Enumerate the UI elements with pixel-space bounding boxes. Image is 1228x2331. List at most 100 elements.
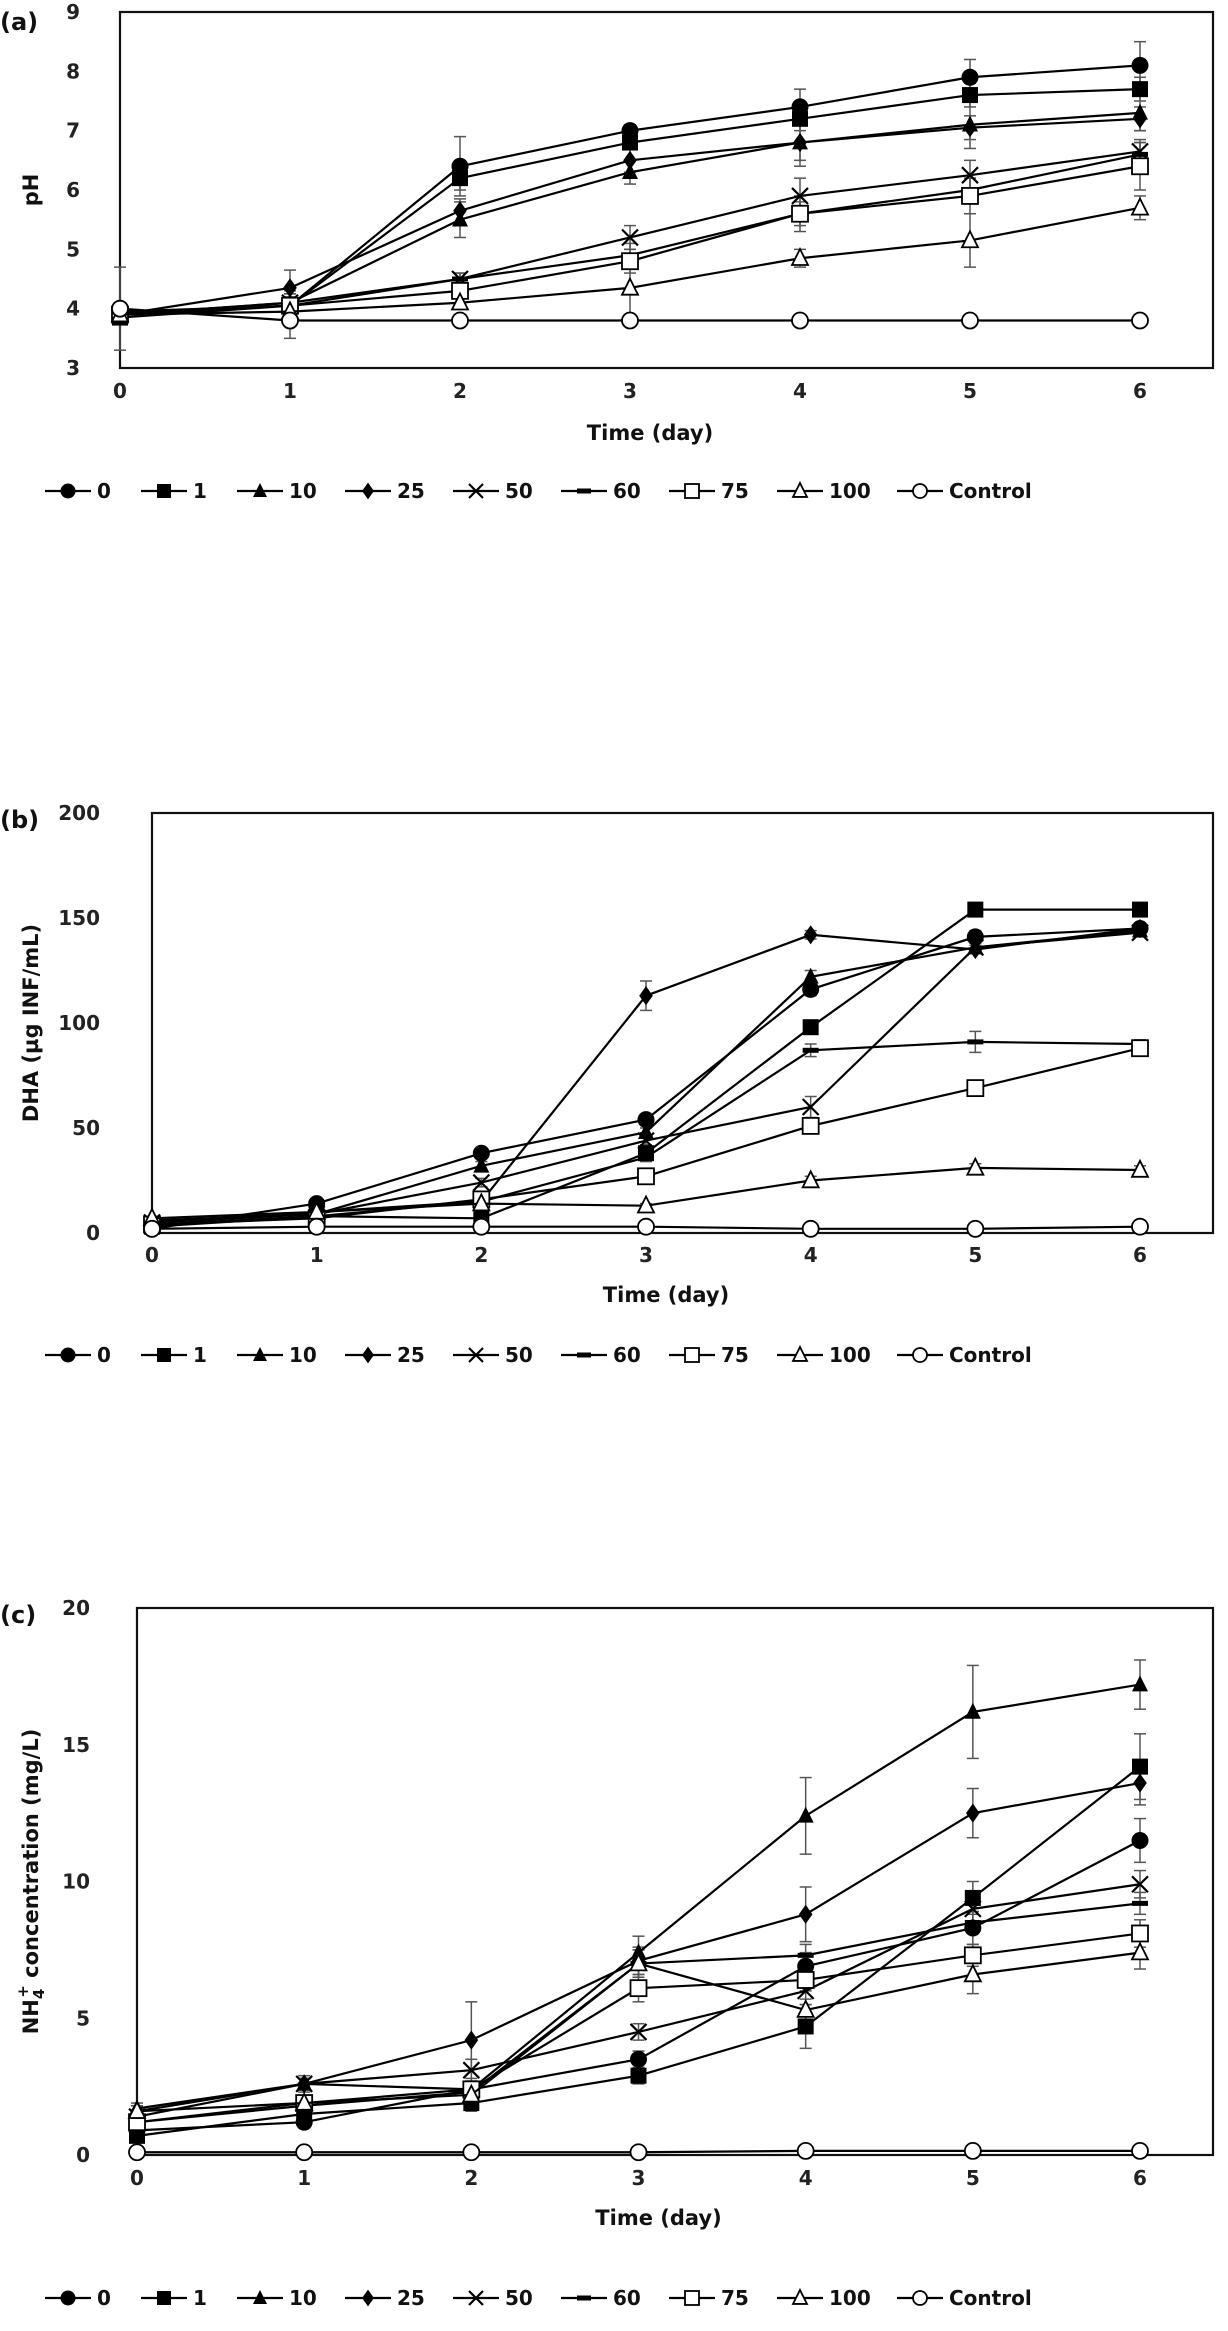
x-axis-label: Time (day) <box>603 1283 729 1307</box>
data-point <box>1133 109 1147 129</box>
data-point <box>798 1904 813 1924</box>
data-point <box>964 1702 981 1719</box>
legend-item: 60 <box>561 2286 641 2310</box>
legend-item: 100 <box>777 1343 871 1367</box>
legend-marker <box>577 488 591 494</box>
series-0 <box>143 920 1149 1238</box>
x-tick-label: 2 <box>453 379 467 403</box>
data-point <box>964 1900 982 1918</box>
legend-item: 10 <box>237 1343 317 1367</box>
legend-label: 0 <box>97 2286 111 2310</box>
data-point <box>1131 311 1149 330</box>
legend-marker <box>253 1346 267 1361</box>
data-point <box>967 1039 984 1045</box>
legend-marker <box>912 1347 928 1363</box>
data-point <box>1132 901 1148 918</box>
legend-marker <box>684 1347 700 1363</box>
legend-marker <box>60 2290 76 2306</box>
panel-label: (b) <box>0 806 39 834</box>
data-point <box>791 311 809 330</box>
legend-item: 75 <box>669 479 749 503</box>
legend-item: 75 <box>669 1343 749 1367</box>
y-tick-label: 0 <box>86 1221 100 1245</box>
legend: 0 1 10 25 50 60 75 100 Control <box>45 2286 1032 2310</box>
x-tick-label: 6 <box>1133 1243 1147 1267</box>
data-point <box>963 1963 983 1983</box>
legend-item: 1 <box>141 2286 207 2310</box>
legend-marker <box>157 484 171 498</box>
legend-label: Control <box>949 1343 1032 1367</box>
series-0 <box>128 1831 1149 2139</box>
x-tick-label: 2 <box>464 2166 478 2190</box>
legend-marker <box>362 1346 374 1364</box>
legend-label: 10 <box>289 2286 317 2310</box>
data-point <box>621 311 639 330</box>
legend-label: 1 <box>193 1343 207 1367</box>
legend-label: 60 <box>613 2286 641 2310</box>
x-tick-label: 1 <box>310 1243 324 1267</box>
data-point <box>453 201 467 221</box>
series-100 <box>127 1941 1150 2119</box>
y-tick-label: 50 <box>72 1116 100 1140</box>
data-point <box>621 228 639 247</box>
legend-label: Control <box>949 479 1032 503</box>
data-point <box>1131 1875 1149 1894</box>
data-point <box>462 2061 481 2079</box>
legend-marker <box>362 2289 374 2307</box>
data-point <box>127 2100 147 2119</box>
data-point <box>461 2083 481 2103</box>
legend-label: 0 <box>97 479 111 503</box>
data-point <box>793 132 807 153</box>
plot-frame <box>118 10 1215 370</box>
data-point <box>1131 2141 1149 2160</box>
data-point <box>796 1971 815 1989</box>
y-tick-label: 9 <box>66 0 80 24</box>
panel-label: (c) <box>0 1601 36 1629</box>
legend-item: 1 <box>141 479 207 503</box>
data-point <box>1131 157 1149 176</box>
data-point <box>797 1806 814 1823</box>
x-tick-label: 0 <box>145 1243 159 1267</box>
legend-marker <box>577 2295 591 2301</box>
legend-label: 60 <box>613 479 641 503</box>
legend-label: 75 <box>721 1343 749 1367</box>
legend-marker <box>791 1344 809 1362</box>
y-tick-label: 3 <box>66 356 80 380</box>
legend-label: 100 <box>829 479 871 503</box>
legend-marker <box>362 482 374 500</box>
data-point <box>1132 1758 1148 1775</box>
y-tick-label: 20 <box>62 1596 90 1620</box>
data-point <box>128 2143 146 2162</box>
data-point <box>638 1123 654 1139</box>
data-point <box>797 2018 814 2035</box>
legend-marker <box>253 2289 267 2304</box>
data-point <box>622 134 638 151</box>
data-point <box>307 1217 326 1236</box>
data-point <box>1132 1675 1148 1692</box>
legend-label: 50 <box>505 1343 533 1367</box>
data-point <box>281 311 299 330</box>
data-point <box>801 1117 820 1135</box>
legend-item: 100 <box>777 479 871 503</box>
legend-marker <box>684 2290 700 2306</box>
data-point <box>294 2091 314 2111</box>
data-point <box>801 1219 820 1238</box>
data-point <box>966 1219 985 1238</box>
data-point <box>464 2030 479 2050</box>
data-point <box>295 2143 314 2162</box>
data-point <box>803 925 818 945</box>
legend-label: 10 <box>289 479 317 503</box>
data-point <box>966 938 985 957</box>
legend-marker <box>157 2291 171 2305</box>
x-axis-label: Time (day) <box>595 2206 721 2230</box>
legend-item: 0 <box>45 2286 111 2310</box>
data-point <box>961 187 979 205</box>
data-point <box>283 278 297 298</box>
y-tick-label: 100 <box>58 1011 100 1035</box>
series-1 <box>129 1758 1148 2144</box>
series-control <box>128 2141 1149 2162</box>
data-point <box>1131 56 1149 74</box>
data-point <box>1130 196 1150 216</box>
y-tick-label: 150 <box>58 906 100 930</box>
